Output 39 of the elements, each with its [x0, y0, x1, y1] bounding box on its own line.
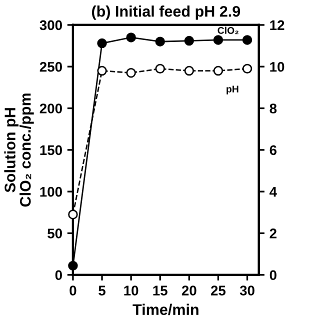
point [242, 64, 252, 74]
point [126, 68, 136, 78]
x-tick-label: 10 [124, 286, 138, 296]
x-axis-title: Time/min [132, 304, 198, 316]
x-tick-label: 30 [240, 286, 254, 296]
series-label: pH [226, 86, 238, 94]
y2-tick-label: 4 [270, 187, 277, 197]
y2-tick-label: 8 [270, 104, 277, 114]
point [68, 210, 78, 220]
point [184, 66, 194, 76]
x-tick-label: 25 [210, 286, 226, 296]
x-tick-label: 15 [153, 286, 168, 296]
y-axis-title: Solution pH ClO₂ conc./ppm [4, 94, 34, 207]
y2-tick-label: 10 [270, 62, 284, 72]
y-tick-label: 150 [40, 145, 62, 156]
point [155, 36, 165, 46]
point [213, 66, 224, 76]
x-tick-label: 20 [182, 286, 196, 296]
point [242, 35, 252, 45]
series-label: ClO₂ [218, 26, 238, 34]
point [155, 64, 165, 74]
y2-tick-label: 12 [270, 20, 284, 30]
y-tick-label: 100 [40, 186, 62, 197]
y-tick-label: 0 [55, 270, 62, 280]
y2-tick-label: 6 [270, 145, 277, 156]
point [97, 38, 107, 48]
x-tick-label: 5 [98, 286, 106, 296]
point [184, 36, 194, 46]
point [97, 66, 107, 76]
y-tick-label: 50 [48, 228, 62, 238]
x-tick-label: 0 [70, 286, 76, 296]
y2-tick-label: 0 [270, 270, 276, 280]
point [213, 35, 224, 45]
point [126, 32, 136, 42]
y-tick-label: 300 [40, 20, 62, 30]
chart-title: (b) Initial feed pH 2.9 [92, 6, 240, 20]
y2-tick-label: 2 [270, 228, 276, 238]
y-tick-label: 200 [40, 104, 62, 114]
y-tick-label: 250 [40, 62, 62, 72]
